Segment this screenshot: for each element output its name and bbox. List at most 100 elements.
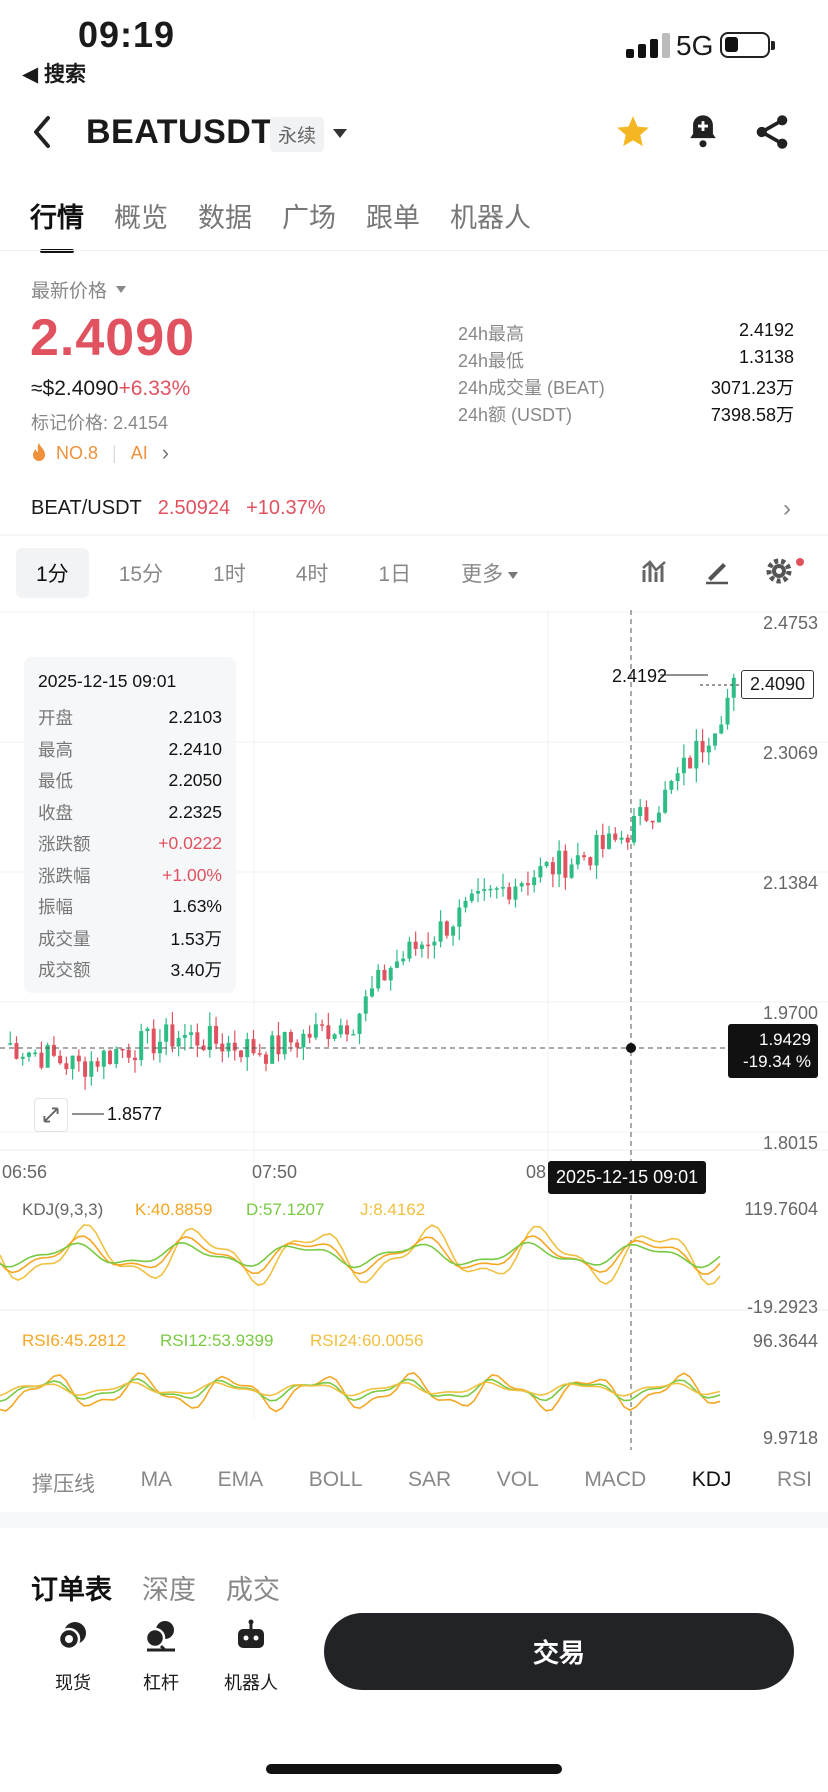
ohlc-tooltip: 2025-12-15 09:01 开盘 2.2103 最高 2.2410 最低 2.205… (24, 657, 236, 993)
tab-data[interactable]: 数据 (198, 203, 252, 233)
nav-bots[interactable]: 机器人 (214, 1618, 288, 1695)
pair-dropdown-icon[interactable] (333, 129, 347, 138)
indicator-rsi[interactable]: RSI (776, 1468, 812, 1491)
rsi12-value: RSI12:53.9399 (160, 1331, 273, 1350)
tab-order-book[interactable]: 订单表 (31, 1575, 112, 1605)
interval-4h[interactable]: 4时 (295, 563, 329, 586)
ohlc-value: 2.2103 (168, 707, 222, 728)
candle-body (214, 1025, 219, 1044)
candle-body (401, 958, 406, 962)
more-label: 更多 (461, 563, 504, 586)
candle-body (513, 886, 518, 900)
kline-chart[interactable]: 2.4753 2.3069 2.1384 1.9700 1.8015 2.4192 1.85… (0, 610, 828, 1450)
pair-title[interactable]: BEATUSDT (86, 113, 273, 151)
price-alert-bell-icon[interactable] (686, 112, 720, 150)
rsi12-line (0, 1378, 721, 1402)
candle-body (70, 1055, 75, 1070)
indicator-vol[interactable]: VOL (496, 1468, 539, 1491)
candle-body (719, 724, 724, 734)
ohlc-row: 收盘 2.2325 (38, 797, 222, 829)
usd-price: ≈$2.4090 (31, 377, 119, 400)
back-arrow-icon[interactable] (28, 112, 58, 152)
candle-body (45, 1044, 50, 1068)
tab-trades[interactable]: 成交 (226, 1575, 280, 1605)
candle-body (507, 887, 512, 900)
ohlc-row: 涨跌幅 +1.00% (38, 860, 222, 892)
divider (0, 1512, 828, 1528)
indicator-selector: 撑压线 MA EMA BOLL SAR VOL MACD KDJ RSI (32, 1468, 812, 1498)
ohlc-value: 2.2050 (168, 770, 222, 791)
fullscreen-expand-icon[interactable] (34, 1098, 68, 1132)
candle-body (132, 1057, 137, 1061)
rsi-bottom-label: 9.9718 (763, 1428, 818, 1448)
candle-body (307, 1033, 312, 1038)
tab-depth[interactable]: 深度 (142, 1575, 196, 1605)
tab-square[interactable]: 广场 (282, 203, 336, 233)
candle-body (413, 941, 418, 949)
candle-body (126, 1049, 131, 1058)
stat-value: 1.3138 (738, 347, 794, 367)
spot-change: +10.37% (246, 497, 326, 519)
trade-button[interactable]: 交易 (324, 1613, 794, 1690)
interval-1m[interactable]: 1分 (16, 548, 89, 598)
indicator-sar[interactable]: SAR (407, 1468, 452, 1491)
kdj-j-value: J:8.4162 (360, 1200, 425, 1219)
indicator-ma[interactable]: MA (140, 1468, 173, 1491)
favorite-star-icon[interactable] (614, 113, 652, 151)
candle-body (20, 1056, 25, 1059)
stat-row: 24h最高 2.4192 (458, 320, 794, 347)
candle-body (182, 1034, 187, 1038)
indicator-撑压线[interactable]: 撑压线 (32, 1473, 95, 1496)
candle-body (488, 888, 493, 891)
candle-body (476, 891, 481, 894)
candle-body (563, 850, 568, 878)
indicator-kdj[interactable]: KDJ (691, 1468, 732, 1491)
contract-type-badge[interactable]: 永续 (270, 117, 325, 152)
indicator-boll[interactable]: BOLL (308, 1468, 363, 1491)
kdj-top-label: 119.7604 (744, 1199, 818, 1219)
stat-value: 3071.23万 (710, 378, 794, 398)
x-tick-label: 08 (526, 1162, 546, 1182)
chevron-down-icon[interactable] (116, 286, 126, 293)
candle-body (688, 757, 693, 769)
flame-icon (33, 443, 45, 461)
latest-price-label[interactable]: 最新价格 (31, 281, 108, 302)
indicator-macd[interactable]: MACD (584, 1468, 647, 1491)
candle-body (332, 1034, 337, 1039)
ohlc-label: 开盘 (38, 708, 73, 729)
candle-body (582, 855, 587, 858)
indicator-ema[interactable]: EMA (217, 1468, 264, 1491)
interval-1d[interactable]: 1日 (378, 563, 412, 586)
tab-market[interactable]: 行情 (30, 196, 84, 253)
candle-body (407, 941, 412, 959)
chevron-down-icon (508, 571, 519, 579)
interval-15m[interactable]: 15分 (118, 563, 164, 586)
candle-body (725, 697, 730, 725)
stat-row: 24h成交量 (BEAT) 3071.23万 (458, 374, 794, 401)
share-icon[interactable] (754, 113, 790, 151)
spot-price: 2.50924 (157, 497, 231, 519)
draw-pen-icon[interactable] (702, 556, 732, 586)
candle-body (419, 944, 424, 949)
settings-gear-icon[interactable] (764, 556, 794, 586)
candle-body (26, 1052, 31, 1057)
interval-1h[interactable]: 1时 (213, 563, 246, 586)
spot-pair-row[interactable]: BEAT/USDT 2.50924 +10.37% › (31, 495, 791, 522)
tab-overview[interactable]: 概览 (114, 203, 168, 233)
tab-bots[interactable]: 机器人 (450, 203, 531, 233)
nav-margin[interactable]: 杠杆 (124, 1618, 198, 1695)
nav-spot[interactable]: 现货 (36, 1618, 110, 1695)
tab-copy-trade[interactable]: 跟单 (366, 203, 420, 233)
candle-body (694, 740, 699, 769)
hot-rank-row[interactable]: NO.8 | AI › (30, 440, 169, 466)
network-label: 5G (676, 30, 714, 61)
ohlc-row: 振幅 1.63% (38, 891, 222, 923)
candle-body (700, 740, 705, 753)
candle-body (76, 1055, 81, 1062)
ohlc-value: 2.2325 (168, 801, 222, 822)
candle-body (95, 1061, 100, 1067)
interval-more[interactable]: 更多 (441, 548, 538, 598)
back-to-app-link[interactable]: ◀ 搜索 (22, 63, 86, 86)
main-tabs: 行情 概览 数据 广场 跟单 机器人 (30, 196, 531, 253)
chart-style-icon[interactable] (640, 556, 670, 586)
